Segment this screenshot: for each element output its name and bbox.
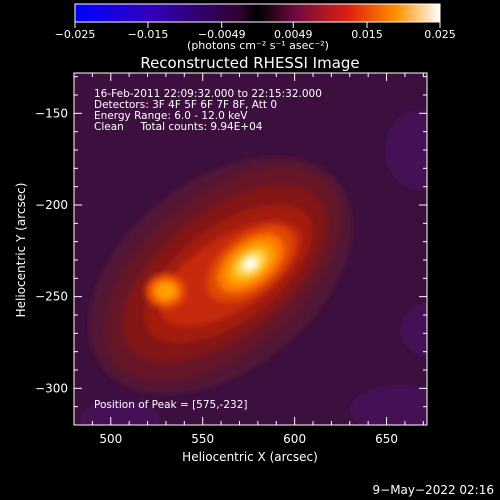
y-axis-ticks: −150 −200 −250 −300: [35, 76, 427, 408]
heatmap-image: [74, 73, 427, 425]
x-tick-label: 600: [283, 432, 306, 446]
info-block: 16-Feb-2011 22:09:32.000 to 22:15:32.000…: [94, 88, 322, 133]
secondary-source: [156, 283, 175, 299]
background-blotch: [400, 301, 427, 359]
x-tick-label: 500: [99, 432, 122, 446]
peak-position-label: Position of Peak = [575,-232]: [94, 399, 248, 411]
colorbar-tick-label: −0.0049: [198, 28, 246, 41]
info-clean-counts: Clean Total counts: 9.94E+04: [94, 121, 263, 133]
x-tick-label: 650: [375, 432, 398, 446]
x-tick-label: 550: [191, 432, 214, 446]
y-axis-label: Heliocentric Y (arcsec): [14, 183, 28, 318]
info-time-range: 16-Feb-2011 22:09:32.000 to 22:15:32.000: [94, 88, 322, 100]
colorbar-gradient: [74, 3, 441, 23]
background-blotch: [350, 385, 427, 425]
peak-source: [245, 259, 256, 269]
x-axis-label: Heliocentric X (arcsec): [182, 450, 318, 464]
plot-frame: [73, 72, 428, 426]
info-detectors: Detectors: 3F 4F 5F 6F 7F 8F, Att 0: [94, 99, 277, 111]
colorbar-tick-label: 0.025: [424, 28, 456, 41]
y-tick-label: −200: [35, 198, 68, 212]
colorbar-tick-label: −0.015: [128, 28, 169, 41]
colorbar-unit-label: (photons cm⁻² s⁻¹ asec⁻²): [187, 39, 329, 52]
info-energy-range: Energy Range: 6.0 - 12.0 keV: [94, 110, 248, 122]
colorbar-tick-label: 0.015: [351, 28, 383, 41]
heatmap-emission: [80, 110, 427, 425]
timestamp: 9−May−2022 02:16: [373, 483, 495, 497]
colorbar-tick-label: −0.025: [55, 28, 96, 41]
chart-title: Reconstructed RHESSI Image: [140, 54, 359, 72]
colorbar-tick-label: 0.0049: [274, 28, 313, 41]
y-tick-label: −300: [35, 381, 68, 395]
y-tick-label: −250: [35, 290, 68, 304]
background-blotch: [80, 400, 160, 425]
colorbar-ticks: −0.025 −0.015 −0.0049 0.0049 0.015 0.025: [55, 22, 456, 41]
colorbar: −0.025 −0.015 −0.0049 0.0049 0.015 0.025 (pho…: [55, 3, 456, 52]
background-blotch: [385, 110, 427, 190]
x-axis-ticks: 500 550 600 650: [91, 73, 424, 446]
y-tick-label: −150: [35, 106, 68, 120]
